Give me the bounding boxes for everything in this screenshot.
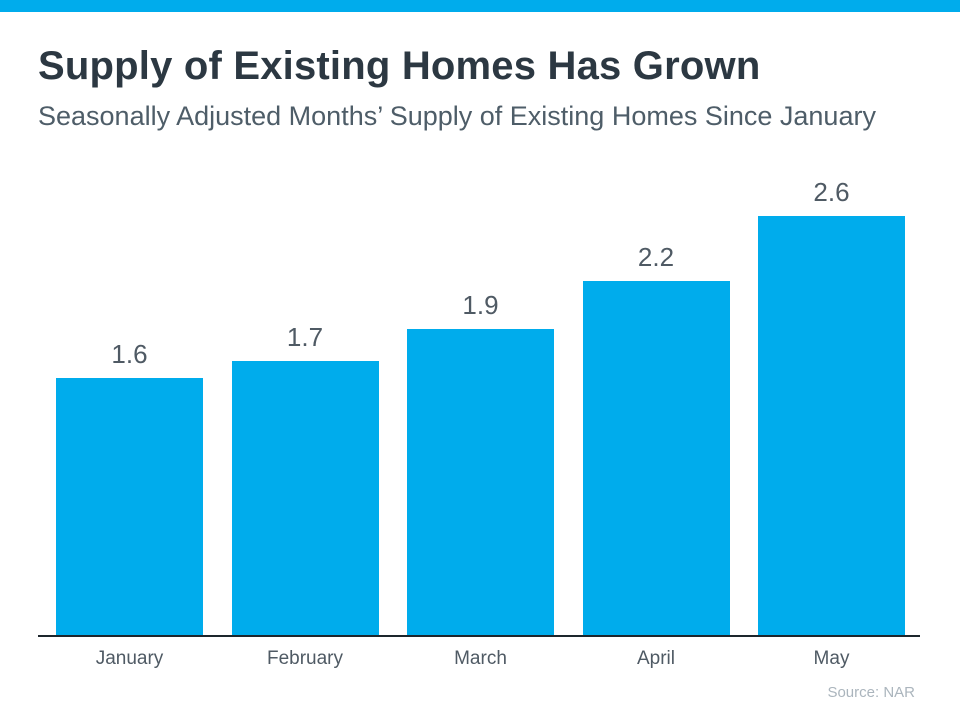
bar-group-february: 1.7 <box>231 322 379 636</box>
source-note: Source: NAR <box>827 684 915 701</box>
bar-value-label-january: 1.6 <box>111 339 148 370</box>
bar-february <box>231 361 379 636</box>
x-axis-label-february: February <box>266 648 344 669</box>
bar-value-label-april: 2.2 <box>637 242 675 273</box>
x-axis-line <box>38 635 920 637</box>
bar-april <box>582 281 730 636</box>
bar-value-label-may: 2.6 <box>813 177 850 208</box>
x-axis-label-january: January <box>95 648 164 669</box>
bar-value-label-march: 1.9 <box>462 290 499 321</box>
top-accent-bar <box>0 0 960 12</box>
bar-value-label-february: 1.7 <box>286 322 324 353</box>
x-axis-labels: January February March April May <box>38 648 920 672</box>
plot-area: 1.6 1.7 1.9 2.2 2.6 <box>38 0 920 636</box>
bar-march <box>407 329 554 636</box>
bar-may <box>758 216 905 636</box>
x-axis-label-may: May <box>813 648 850 669</box>
bar-group-march: 1.9 <box>407 291 554 636</box>
bar-group-january: 1.6 <box>56 340 203 636</box>
chart-title: Supply of Existing Homes Has Grown <box>38 44 761 88</box>
x-axis-label-april: April <box>636 648 675 669</box>
chart-subtitle: Seasonally Adjusted Months’ Supply of Ex… <box>38 101 876 131</box>
bar-group-may: 2.6 <box>758 178 905 636</box>
bar-january <box>56 378 203 636</box>
x-axis-label-march: March <box>454 648 507 669</box>
bar-group-april: 2.2 <box>582 242 730 636</box>
